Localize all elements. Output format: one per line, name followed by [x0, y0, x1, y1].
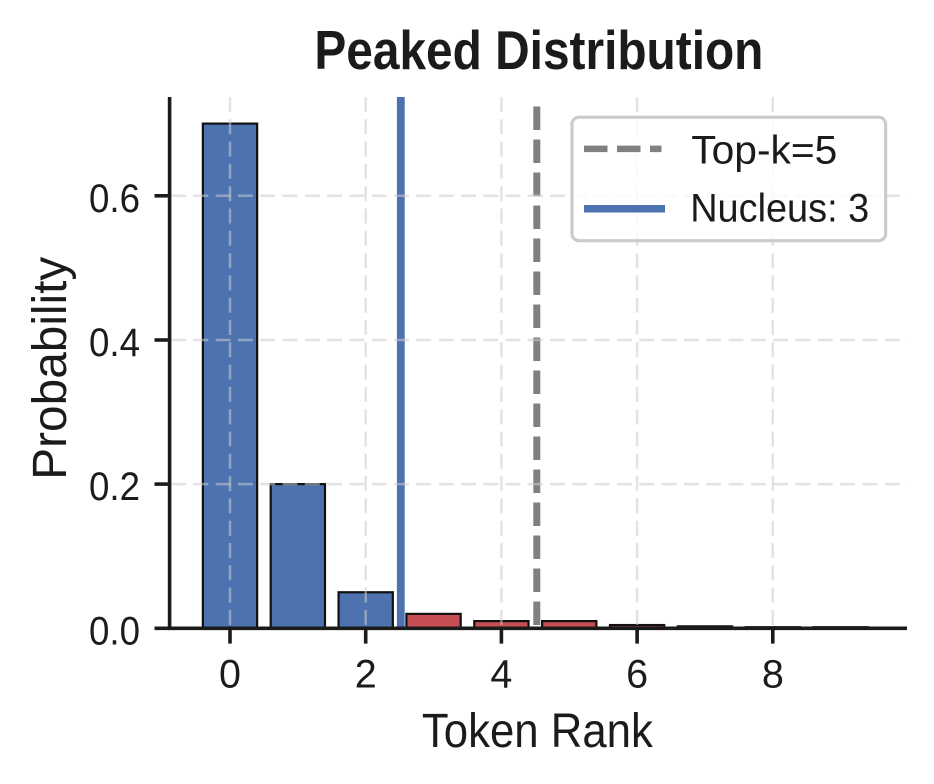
svg-text:4: 4: [490, 653, 512, 697]
svg-text:Peaked Distribution: Peaked Distribution: [314, 20, 763, 81]
svg-text:0.4: 0.4: [89, 321, 140, 365]
svg-text:2: 2: [355, 653, 377, 697]
svg-text:0: 0: [219, 653, 241, 697]
svg-text:8: 8: [762, 653, 784, 697]
svg-text:6: 6: [626, 653, 648, 697]
svg-text:Nucleus: 3: Nucleus: 3: [690, 186, 869, 230]
svg-text:0.2: 0.2: [89, 465, 140, 509]
svg-text:Probability: Probability: [24, 257, 77, 480]
svg-text:0.0: 0.0: [89, 609, 140, 653]
svg-text:Token Rank: Token Rank: [422, 705, 654, 758]
svg-text:Top-k=5: Top-k=5: [691, 129, 837, 173]
svg-text:0.6: 0.6: [89, 177, 140, 221]
